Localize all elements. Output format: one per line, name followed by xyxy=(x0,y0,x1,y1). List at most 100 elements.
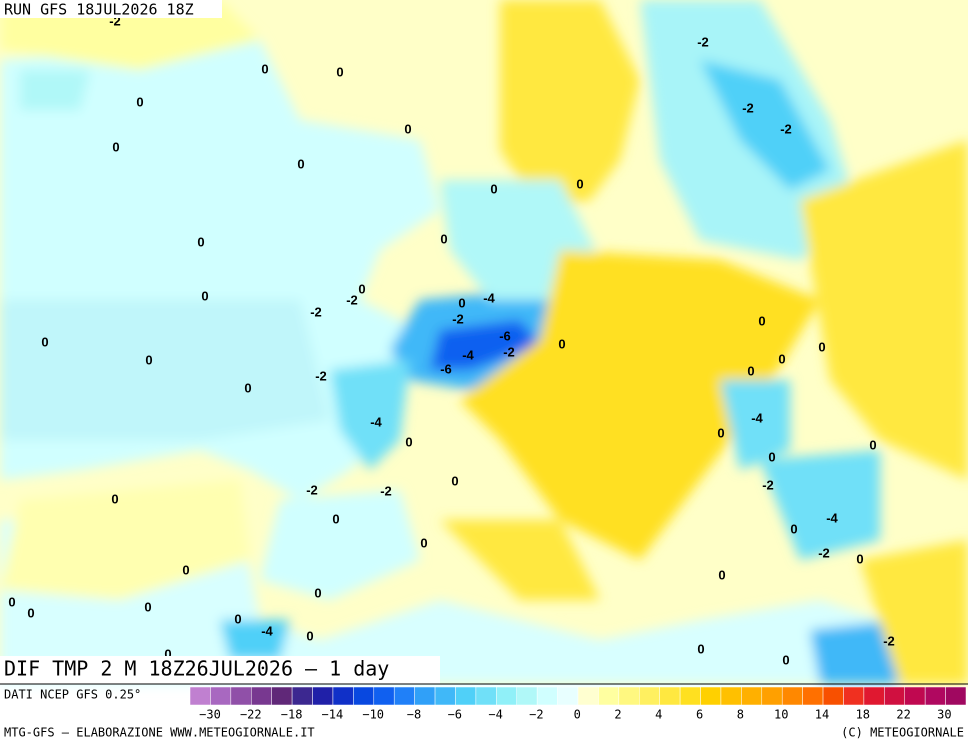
contour-label: -2 xyxy=(306,482,318,497)
colorbar-swatch xyxy=(863,686,885,706)
contour-label: 0 xyxy=(234,611,241,626)
source-label: DATI NCEP GFS 0.25° xyxy=(4,688,141,702)
contour-label: 0 xyxy=(144,599,151,614)
contour-label: 0 xyxy=(420,535,427,550)
contour-label: 0 xyxy=(27,605,34,620)
colorbar-swatch xyxy=(700,686,722,706)
contour-label: -2 xyxy=(380,483,392,498)
contour-label: -2 xyxy=(346,292,358,307)
contour-label: 0 xyxy=(8,594,15,609)
contour-label: -2 xyxy=(452,311,464,326)
contour-label: -4 xyxy=(751,410,763,425)
colorbar-swatch xyxy=(291,686,313,706)
contour-label: 0 xyxy=(405,434,412,449)
contour-label: 0 xyxy=(136,94,143,109)
contour-label: 0 xyxy=(697,641,704,656)
footer-left: MTG-GFS — ELABORAZIONE WWW.METEOGIORNALE… xyxy=(4,726,315,740)
colorbar-swatch xyxy=(373,686,395,706)
colorbar-swatch xyxy=(189,686,211,706)
contour-label: -2 xyxy=(762,477,774,492)
colorbar-label: 30 xyxy=(937,708,951,722)
colorbar-swatch xyxy=(618,686,640,706)
colorbar-label: 4 xyxy=(655,708,662,722)
colorbar-swatch xyxy=(659,686,681,706)
colorbar-swatch xyxy=(598,686,620,706)
contour-label: 0 xyxy=(869,437,876,452)
contour-label: -2 xyxy=(742,100,754,115)
contour-label: -2 xyxy=(697,34,709,49)
colorbar-swatch xyxy=(720,686,742,706)
colorbar-label: −18 xyxy=(281,708,303,722)
contour-label: 0 xyxy=(297,156,304,171)
contour-label: 0 xyxy=(197,234,204,249)
contour-label: 0 xyxy=(856,551,863,566)
title-box xyxy=(0,656,440,684)
colorbar-label: −10 xyxy=(362,708,384,722)
colorbar-label: −30 xyxy=(199,708,221,722)
contour-label: -4 xyxy=(483,290,495,305)
contour-label: 0 xyxy=(112,139,119,154)
contour-label: 0 xyxy=(111,491,118,506)
colorbar-swatch xyxy=(822,686,844,706)
contour-label: -2 xyxy=(503,344,515,359)
colorbar-label: 2 xyxy=(614,708,621,722)
contour-label: 0 xyxy=(145,352,152,367)
colorbar-label: −22 xyxy=(240,708,262,722)
run-box xyxy=(0,0,222,18)
colorbar-label: 0 xyxy=(574,708,581,722)
contour-label: 0 xyxy=(758,313,765,328)
colorbar-swatch xyxy=(536,686,558,706)
colorbar-label: 14 xyxy=(815,708,829,722)
contour-label: 0 xyxy=(182,562,189,577)
colorbar-swatch xyxy=(393,686,415,706)
contour-label: 0 xyxy=(201,288,208,303)
contour-label: 0 xyxy=(790,521,797,536)
colorbar-swatch xyxy=(639,686,660,706)
contour-label: 0 xyxy=(576,176,583,191)
colorbar-label: −2 xyxy=(529,708,543,722)
colorbar-swatch xyxy=(577,686,599,706)
contour-label: 0 xyxy=(490,181,497,196)
contour-label: 0 xyxy=(718,567,725,582)
colorbar-swatch xyxy=(924,686,946,706)
colorbar-swatch xyxy=(271,686,293,706)
colorbar-swatch xyxy=(843,686,865,706)
contour-label: -2 xyxy=(818,545,830,560)
colorbar-swatch xyxy=(251,686,272,706)
contour-label: -4 xyxy=(826,510,838,525)
contour-label: -2 xyxy=(883,633,895,648)
colorbar-label: 10 xyxy=(774,708,788,722)
colorbar-swatch xyxy=(761,686,783,706)
contour-label: -2 xyxy=(109,13,121,28)
contour-label: 0 xyxy=(358,281,365,296)
colorbar-label: −4 xyxy=(488,708,502,722)
colorbar-swatch xyxy=(516,686,538,706)
contour-label: 0 xyxy=(404,121,411,136)
colorbar-label: 18 xyxy=(856,708,870,722)
map-field xyxy=(0,0,968,684)
contour-label: 0 xyxy=(164,646,171,661)
colorbar-swatch xyxy=(945,686,967,706)
contour-label: 0 xyxy=(768,449,775,464)
colorbar-swatch xyxy=(741,686,763,706)
colorbar-swatch xyxy=(475,686,497,706)
colorbar-swatch xyxy=(496,686,517,706)
colorbar-swatch xyxy=(904,686,926,706)
contour-label: -4 xyxy=(462,347,474,362)
contour-label: 0 xyxy=(306,628,313,643)
colorbar: −30 −22 −18 −14 −10 −8 −6 −4 −2 0 2 4 6 8 10 14 18 22 30 xyxy=(189,686,967,722)
contour-label: -6 xyxy=(499,328,511,343)
colorbar-label: −6 xyxy=(448,708,462,722)
colorbar-label: −8 xyxy=(407,708,421,722)
contour-label: 0 xyxy=(558,336,565,351)
colorbar-swatch xyxy=(679,686,701,706)
map-title: DIF TMP 2 M 18Z26JUL2026 — 1 day xyxy=(4,657,389,681)
colorbar-label: −14 xyxy=(322,708,344,722)
colorbar-swatch xyxy=(434,686,456,706)
contour-label: 0 xyxy=(451,473,458,488)
contour-label: 0 xyxy=(261,61,268,76)
colorbar-label: 22 xyxy=(896,708,910,722)
